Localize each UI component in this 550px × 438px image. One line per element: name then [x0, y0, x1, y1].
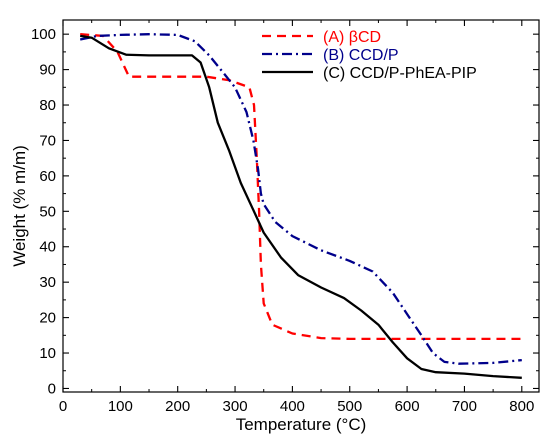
legend-label-a: (A) βCD: [323, 29, 381, 46]
x-tick-label: 400: [280, 398, 305, 415]
y-tick-label: 70: [39, 132, 56, 149]
plot-frame: [62, 19, 540, 393]
y-tick-label: 20: [39, 310, 56, 327]
x-tick-label: 200: [165, 398, 190, 415]
legend-label-c: (C) CCD/P-PhEA-PIP: [323, 65, 477, 82]
x-tick-label: 300: [223, 398, 248, 415]
legend-label-b: (B) CCD/P: [323, 47, 399, 64]
axis-tick-labels: 0 100 200 300 400 500 600 700 800 0 10 20 30 40 50 60 70…: [31, 26, 534, 415]
series-line-0: [80, 33, 522, 341]
y-tick-label: 30: [39, 274, 56, 291]
y-tick-label: 40: [39, 239, 56, 256]
y-axis-title: Weight (% m/m): [10, 145, 29, 267]
y-tick-label: 50: [39, 203, 56, 220]
y-tick-label: 0: [48, 380, 56, 397]
y-tick-label: 90: [39, 62, 56, 79]
axis-ticks: [62, 20, 539, 392]
y-tick-label: 100: [31, 26, 56, 43]
x-axis-title: Temperature (°C): [236, 415, 367, 434]
x-tick-label: 600: [395, 398, 420, 415]
y-tick-label: 60: [39, 168, 56, 185]
series-line-2: [80, 34, 522, 379]
x-tick-label: 0: [59, 398, 67, 415]
x-tick-label: 700: [452, 398, 477, 415]
x-tick-label: 100: [108, 398, 133, 415]
legend: (A) βCD (B) CCD/P (C) CCD/P-PhEA-PIP: [262, 29, 477, 82]
x-tick-label: 800: [509, 398, 534, 415]
series-lines: [79, 33, 522, 379]
x-tick-label: 500: [337, 398, 362, 415]
y-tick-label: 80: [39, 97, 56, 114]
y-tick-label: 10: [39, 345, 56, 362]
series-line-1: [79, 33, 522, 365]
